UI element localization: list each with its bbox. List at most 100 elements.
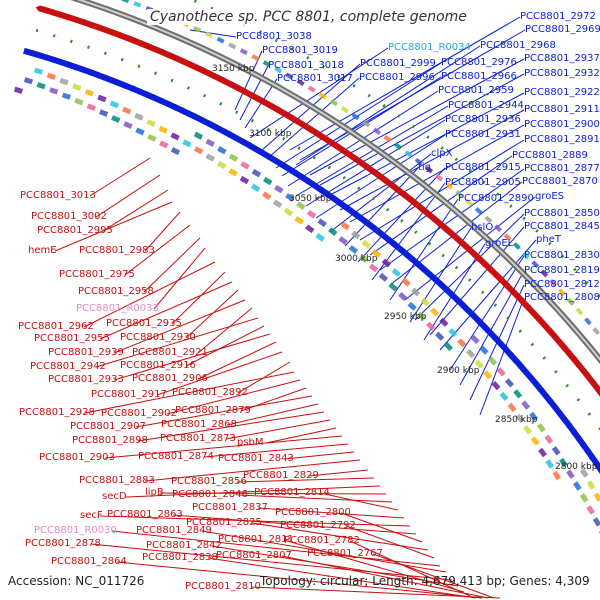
gene-label[interactable]: PCC8801_2902 [101, 408, 177, 419]
gene-label[interactable]: PCC8801_2955 [34, 333, 110, 344]
gene-label[interactable]: PCC8801_2976 [441, 57, 517, 68]
gene-label[interactable]: PCC8801_2939 [48, 347, 124, 358]
gene-label[interactable]: PCC8801_2863 [107, 509, 183, 520]
gene-label[interactable]: PCC8801_2966 [441, 71, 517, 82]
gene-label[interactable]: groES [535, 191, 565, 202]
gene-label[interactable]: psbM [237, 437, 264, 448]
gene-label[interactable]: PCC8801_2921 [132, 347, 208, 358]
gene-label[interactable]: PCC8801_2830 [524, 250, 600, 261]
gene-label[interactable]: PCC8801_2931 [445, 129, 521, 140]
gene-label[interactable]: PCC8801_3013 [20, 190, 96, 201]
gene-label[interactable]: PCC8801_2812 [524, 279, 600, 290]
gene-label[interactable]: PCC8801_2883 [79, 475, 155, 486]
leader-line [250, 586, 501, 599]
gene-label[interactable]: PCC8801_2906 [132, 373, 208, 384]
gene-label[interactable]: PCC8801_2849 [136, 525, 212, 536]
gene-label[interactable]: PCC8801_2850 [524, 208, 600, 219]
gene-label[interactable]: groEL [485, 238, 514, 249]
gene-label[interactable]: PCC8801_2944 [448, 100, 524, 111]
gene-label[interactable]: PCC8801_2874 [138, 451, 214, 462]
gene-label[interactable]: pheT [536, 234, 561, 245]
gene-label[interactable]: PCC8801_2891 [524, 134, 600, 145]
gene-label[interactable]: PCC8801_2837 [192, 502, 268, 513]
gene-label[interactable]: PCC8801_2911 [524, 104, 600, 115]
feature-block [398, 292, 408, 302]
rna-label[interactable]: PCC8801_R0034 [388, 42, 471, 53]
gene-label[interactable]: PCC8801_2959 [438, 85, 514, 96]
gene-label[interactable]: PCC8801_2856 [171, 476, 247, 487]
gene-label[interactable]: tig [418, 162, 432, 173]
gene-label[interactable]: PCC8801_2922 [524, 87, 600, 98]
leader-line [281, 76, 442, 177]
gene-label[interactable]: hslO [471, 222, 494, 233]
gene-label[interactable]: PCC8801_2900 [524, 119, 600, 130]
gene-label[interactable]: PCC8801_2935 [106, 318, 182, 329]
gene-label[interactable]: PCC8801_2843 [218, 453, 294, 464]
gene-label[interactable]: PCC8801_3002 [31, 211, 107, 222]
gene-label[interactable]: PCC8801_2903 [39, 452, 115, 463]
gene-label[interactable]: PCC8801_2825 [186, 517, 262, 528]
gene-label[interactable]: PCC8801_2932 [524, 68, 600, 79]
gene-label[interactable]: PCC8801_2814 [254, 487, 330, 498]
gene-label[interactable]: PCC8801_2995 [37, 225, 113, 236]
gene-label[interactable]: PCC8801_2889 [512, 150, 588, 161]
gene-label[interactable]: PCC8801_2807 [216, 550, 292, 561]
gene-label[interactable]: PCC8801_2873 [160, 433, 236, 444]
gene-label[interactable]: PCC8801_2930 [120, 332, 196, 343]
gene-label[interactable]: hemE [28, 245, 57, 256]
gene-label[interactable]: PCC8801_2810 [185, 581, 261, 592]
gene-label[interactable]: PCC8801_2877 [524, 163, 600, 174]
gene-label[interactable]: lipB [145, 487, 164, 498]
gene-label[interactable]: PCC8801_2846 [172, 489, 248, 500]
gene-label[interactable]: PCC8801_2845 [524, 221, 600, 232]
gene-label[interactable]: PCC8801_2868 [161, 419, 237, 430]
gene-label[interactable]: PCC8801_3018 [268, 60, 344, 71]
gene-label[interactable]: clpX [431, 148, 453, 159]
gene-label[interactable]: PCC8801_2916 [120, 360, 196, 371]
gene-label[interactable]: PCC8801_2996 [359, 72, 435, 83]
gene-label[interactable]: PCC8801_2999 [360, 58, 436, 69]
gene-label[interactable]: PCC8801_2838 [142, 552, 218, 563]
gene-label[interactable]: PCC8801_2800 [275, 507, 351, 518]
gene-label[interactable]: PCC8801_2829 [243, 470, 319, 481]
gene-label[interactable]: PCC8801_2907 [70, 421, 146, 432]
gene-label[interactable]: PCC8801_2958 [78, 286, 154, 297]
gene-label[interactable]: PCC8801_2892 [172, 387, 248, 398]
gene-label[interactable]: PCC8801_2936 [445, 114, 521, 125]
gene-label[interactable]: PCC8801_2905 [445, 177, 521, 188]
gene-label[interactable]: PCC8801_2928 [19, 407, 95, 418]
gene-label[interactable]: secD [102, 491, 127, 502]
gene-label[interactable]: PCC8801_3038 [236, 31, 312, 42]
gene-label[interactable]: PCC8801_2937 [524, 53, 600, 64]
gene-label[interactable]: PCC8801_2983 [79, 245, 155, 256]
gene-label[interactable]: PCC8801_2975 [59, 269, 135, 280]
gene-label[interactable]: PCC8801_2792 [280, 520, 356, 531]
gene-label[interactable]: PCC8801_2767 [307, 548, 383, 559]
gene-label[interactable]: PCC8801_2864 [51, 556, 127, 567]
gene-label[interactable]: PCC8801_2917 [91, 389, 167, 400]
gene-label[interactable]: PCC8801_2870 [522, 176, 598, 187]
gene-label[interactable]: PCC8801_2811 [218, 534, 294, 545]
rna-label[interactable]: PCC8801_R0030 [34, 525, 117, 536]
gene-label[interactable]: PCC8801_2968 [480, 40, 556, 51]
gene-label[interactable]: PCC8801_2969 [525, 24, 600, 35]
rna-label[interactable]: PCC8801_R0033 [76, 303, 159, 314]
gene-label[interactable]: PCC8801_2898 [72, 435, 148, 446]
gene-label[interactable]: PCC8801_2878 [25, 538, 101, 549]
gene-label[interactable]: PCC8801_2962 [18, 321, 94, 332]
gene-label[interactable]: PCC8801_2915 [445, 162, 521, 173]
leader-line [197, 307, 253, 354]
gene-label[interactable]: PCC8801_2942 [30, 361, 106, 372]
gene-label[interactable]: PCC8801_2972 [520, 11, 596, 22]
gene-label[interactable]: PCC8801_3017 [277, 73, 353, 84]
gene-label[interactable]: PCC8801_2782 [284, 535, 360, 546]
gene-label[interactable]: secF [80, 510, 103, 521]
gene-label[interactable]: PCC8801_2842 [146, 540, 222, 551]
feature-block [262, 191, 272, 200]
gene-label[interactable]: PCC8801_3019 [262, 45, 338, 56]
gene-label[interactable]: PCC8801_2819 [524, 265, 600, 276]
gene-label[interactable]: PCC8801_2890 [458, 193, 534, 204]
gene-label[interactable]: PCC8801_2879 [175, 405, 251, 416]
gene-label[interactable]: PCC8801_2933 [48, 374, 124, 385]
gene-label[interactable]: PCC8801_2808 [524, 292, 600, 303]
